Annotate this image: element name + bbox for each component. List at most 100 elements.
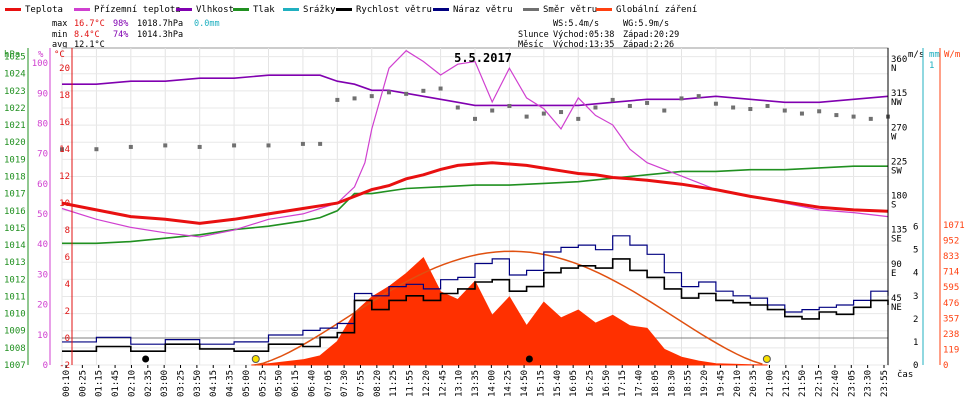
wind-dir-point: [421, 88, 426, 93]
stats-panel: max 16.7°C 98% 1018.7hPa 0.0mm min 8.4°C 74% 101…: [52, 19, 679, 50]
axis-dir-tick: 90: [891, 260, 902, 270]
series-wind-speed: [62, 258, 889, 352]
wind-dir-point: [576, 116, 581, 121]
x-tick-label: 17:40: [635, 370, 645, 397]
wind-dir-point: [386, 90, 391, 95]
legend-label: Přízemní teplota: [94, 5, 181, 15]
series-layer: [60, 49, 890, 366]
axis-dir-label: SE: [891, 235, 902, 245]
sun-set: Západ:20:29: [623, 30, 679, 40]
axis-hpa-tick: 1025: [4, 53, 26, 63]
wind-dir-point: [748, 107, 753, 112]
stat-ws: WS:5.4m/s: [553, 19, 599, 29]
x-tick-label: 14:00: [487, 370, 497, 397]
axis-dir-label: N: [891, 64, 896, 74]
wind-dir-point: [507, 103, 512, 108]
sunrise-icon: [251, 355, 260, 363]
wind-dir-point: [679, 96, 684, 101]
moon-label: Měsíc: [518, 40, 544, 50]
axis-ms-unit: m/s: [908, 50, 924, 60]
wind-dir-point: [696, 94, 701, 99]
axis-ms-tick: 2: [913, 315, 918, 325]
axis-temp-tick: 18: [59, 91, 70, 101]
axis-hum-tick: 0: [43, 361, 48, 371]
wind-dir-point: [731, 105, 736, 110]
series-ground-temp: [61, 49, 889, 238]
x-tick-label: 19:45: [716, 370, 726, 397]
x-tick-label: 15:15: [536, 370, 546, 397]
axis-wm-tick: 833: [943, 252, 959, 262]
axis-hum-tick: 80: [37, 119, 48, 129]
x-tick-label: 16:50: [602, 370, 612, 397]
axis-wm-tick: 0: [943, 361, 948, 371]
wind-dir-point: [817, 109, 822, 114]
legend-item: Tlak: [233, 5, 275, 15]
axis-temp-tick: 8: [65, 226, 70, 236]
wind-dir-point: [60, 147, 64, 152]
legend-label: Tlak: [253, 5, 275, 15]
legend-label: Globální záření: [616, 5, 697, 15]
x-tick-label: 13:10: [455, 370, 465, 397]
wind-dir-point: [163, 143, 168, 148]
axis-ms-tick: 3: [913, 292, 918, 302]
series-temperature: [61, 161, 889, 225]
axis-dir-tick: 270: [891, 123, 907, 133]
wind-dir-point: [300, 141, 305, 146]
axis-hpa-tick: 1021: [4, 121, 26, 131]
x-tick-label: 18:05: [651, 370, 661, 397]
axis-wm-tick: 357: [943, 314, 959, 324]
x-tick-label: 07:55: [356, 370, 366, 397]
stat-min-press: 1014.3hPa: [137, 30, 183, 40]
axis-hum-tick: 30: [37, 270, 48, 280]
x-tick-label: 08:20: [373, 370, 383, 397]
radiation-clear-sky-curve: [254, 250, 763, 366]
sun-label: Slunce: [518, 30, 549, 40]
x-tick-label: 01:15: [95, 370, 105, 397]
axis-ms-tick: 6: [913, 223, 918, 233]
stat-wg: WG:5.9m/s: [623, 19, 669, 29]
x-tick-label: 21:50: [798, 370, 808, 397]
x-tick-label: 12:45: [438, 370, 448, 397]
axis-wm-tick: 714: [943, 268, 959, 278]
axis-temp-tick: 12: [59, 172, 70, 182]
x-tick-label: 03:50: [193, 370, 203, 397]
x-tick-label: 14:50: [520, 370, 530, 397]
axis-dir-label: NW: [891, 98, 902, 108]
axis-mm-tick: 1: [929, 61, 934, 71]
legend-swatch: [74, 8, 90, 11]
axis-dir-tick: 225: [891, 157, 907, 167]
x-tick-label: 06:15: [291, 370, 301, 397]
legend-item: Srážky: [283, 5, 336, 15]
axis-hpa-tick: 1012: [4, 275, 26, 285]
axis-hpa-tick: 1010: [4, 310, 26, 320]
legend-item: Přízemní teplota: [74, 5, 181, 15]
x-tick-label: 23:05: [847, 370, 857, 397]
axis-hpa-tick: 1022: [4, 104, 26, 114]
axis-wm-tick: 238: [943, 330, 959, 340]
axis-hpa-unit: hPa: [4, 50, 20, 60]
x-tick-label: 20:10: [733, 370, 743, 397]
wind-dir-point: [404, 91, 409, 96]
axis-ms-tick: 1: [913, 338, 918, 348]
radiation-area: [251, 256, 768, 366]
x-tick-label: 16:05: [569, 370, 579, 397]
legend-item: Globální záření: [596, 5, 697, 15]
wind-dir-point: [369, 94, 374, 99]
axis-dir-tick: 45: [891, 294, 902, 304]
axis-temp-tick: 20: [59, 64, 70, 74]
axis-hum-tick: 100: [32, 59, 48, 69]
stat-max-rain: 0.0mm: [194, 19, 220, 29]
axis-dir-label: S: [891, 201, 896, 211]
axis-hum-tick: 70: [37, 150, 48, 160]
legend-item: Náraz větru: [433, 5, 513, 15]
wind-dir-point: [94, 147, 99, 152]
wind-dir-point: [799, 111, 804, 116]
legend-swatch: [433, 8, 449, 11]
legend-label: Náraz větru: [453, 5, 513, 15]
axis-hum-tick: 50: [37, 210, 48, 220]
stat-min-temp: 8.4°C: [74, 30, 100, 40]
sunset-icon: [762, 355, 771, 363]
axis-wm-tick: 952: [943, 237, 959, 247]
legend-swatch: [596, 8, 612, 11]
